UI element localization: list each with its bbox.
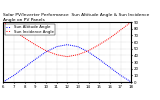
Text: Solar PV/Inverter Performance  Sun Altitude Angle & Sun Incidence Angle on PV Pa: Solar PV/Inverter Performance Sun Altitu…: [3, 13, 150, 22]
Legend: Sun Altitude Angle, Sun Incidence Angle: Sun Altitude Angle, Sun Incidence Angle: [5, 24, 55, 35]
